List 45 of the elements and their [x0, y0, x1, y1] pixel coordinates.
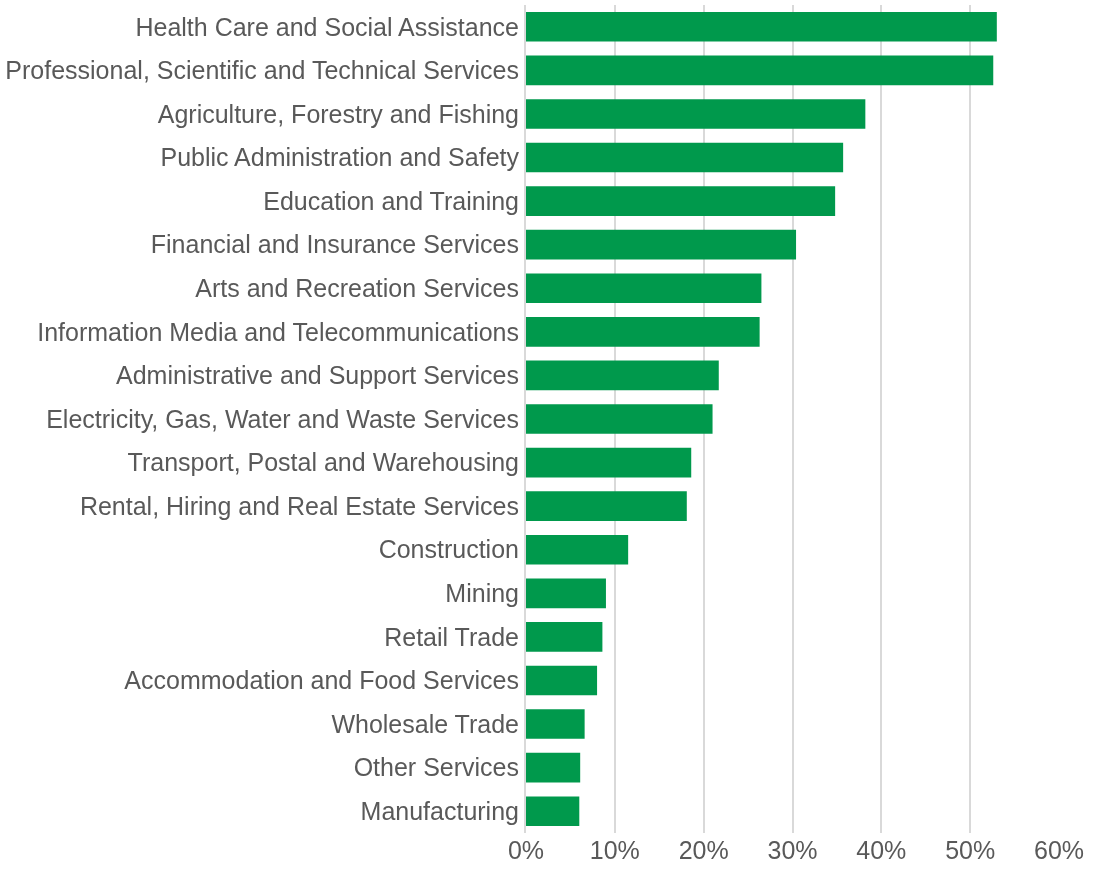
y-tick-label: Arts and Recreation Services	[195, 274, 519, 303]
y-tick-label: Construction	[378, 535, 519, 564]
y-tick-label: Administrative and Support Services	[116, 361, 519, 390]
y-tick-label: Retail Trade	[384, 622, 519, 651]
y-tick-label: Professional, Scientific and Technical Services	[5, 56, 519, 85]
bar	[526, 796, 580, 827]
bar	[526, 447, 692, 478]
y-tick-label: Accommodation and Food Services	[124, 666, 519, 695]
bar	[526, 665, 598, 696]
y-tick-label: Electricity, Gas, Water and Waste Services	[46, 404, 519, 433]
bar	[526, 142, 844, 173]
x-tick-label: 60%	[1033, 836, 1085, 864]
bar	[526, 317, 760, 347]
y-tick-label: Mining	[445, 579, 519, 608]
bar	[526, 534, 629, 565]
bar	[526, 404, 713, 434]
bar	[526, 752, 581, 783]
bar	[526, 709, 585, 739]
y-tick-label: Manufacturing	[360, 796, 519, 825]
bar	[526, 55, 994, 86]
y-tick-label: Rental, Hiring and Real Estate Services	[79, 491, 519, 520]
bar	[526, 99, 866, 129]
y-tick-label: Other Services	[353, 753, 519, 782]
y-tick-label: Wholesale Trade	[331, 709, 519, 738]
bar	[526, 229, 797, 260]
y-tick-label: Public Administration and Safety	[160, 143, 520, 172]
bar	[526, 273, 762, 304]
bar	[526, 186, 836, 216]
y-tick-label: Agriculture, Forestry and Fishing	[157, 99, 519, 128]
x-tick-label: 40%	[856, 836, 907, 864]
x-tick-label: 30%	[767, 836, 818, 864]
x-tick-label: 0%	[507, 836, 545, 864]
y-tick-label: Financial and Insurance Services	[150, 230, 519, 259]
y-tick-label: Education and Training	[263, 186, 519, 215]
bar	[526, 360, 719, 391]
x-tick-label: 10%	[589, 836, 640, 864]
x-tick-label: 50%	[945, 836, 996, 864]
y-tick-label: Health Care and Social Assistance	[135, 12, 519, 41]
bar	[526, 11, 997, 42]
bar	[526, 578, 606, 609]
bar	[526, 622, 603, 652]
bar	[526, 491, 687, 521]
y-tick-label: Information Media and Telecommunications	[37, 317, 519, 346]
x-tick-label: 20%	[678, 836, 729, 864]
y-tick-label: Transport, Postal and Warehousing	[127, 448, 519, 477]
